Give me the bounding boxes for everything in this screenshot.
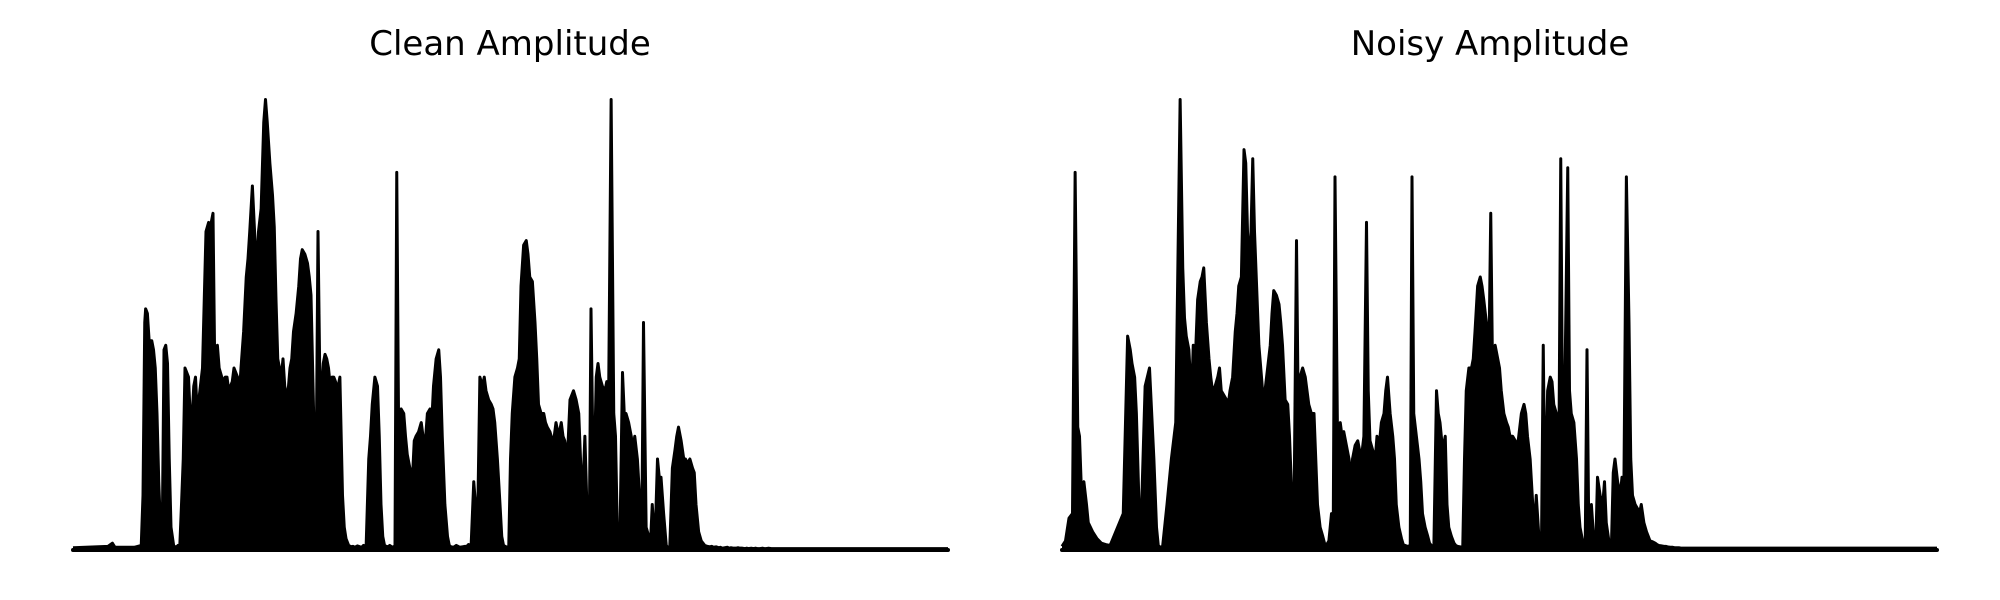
series-layer-0 xyxy=(71,98,950,552)
clean-amplitude-panel: Clean Amplitude xyxy=(71,24,950,552)
noisy-amplitude-plot xyxy=(1060,98,1939,552)
clean-amplitude-plot xyxy=(71,98,950,552)
series-layer-1 xyxy=(1060,98,1939,552)
chart-title: Clean Amplitude xyxy=(369,24,651,64)
amplitude-fill xyxy=(73,99,948,551)
noisy-amplitude-panel: Noisy Amplitude xyxy=(1000,0,2000,600)
chart-title: Noisy Amplitude xyxy=(1350,24,1630,64)
amplitude-fill xyxy=(1062,99,1937,551)
